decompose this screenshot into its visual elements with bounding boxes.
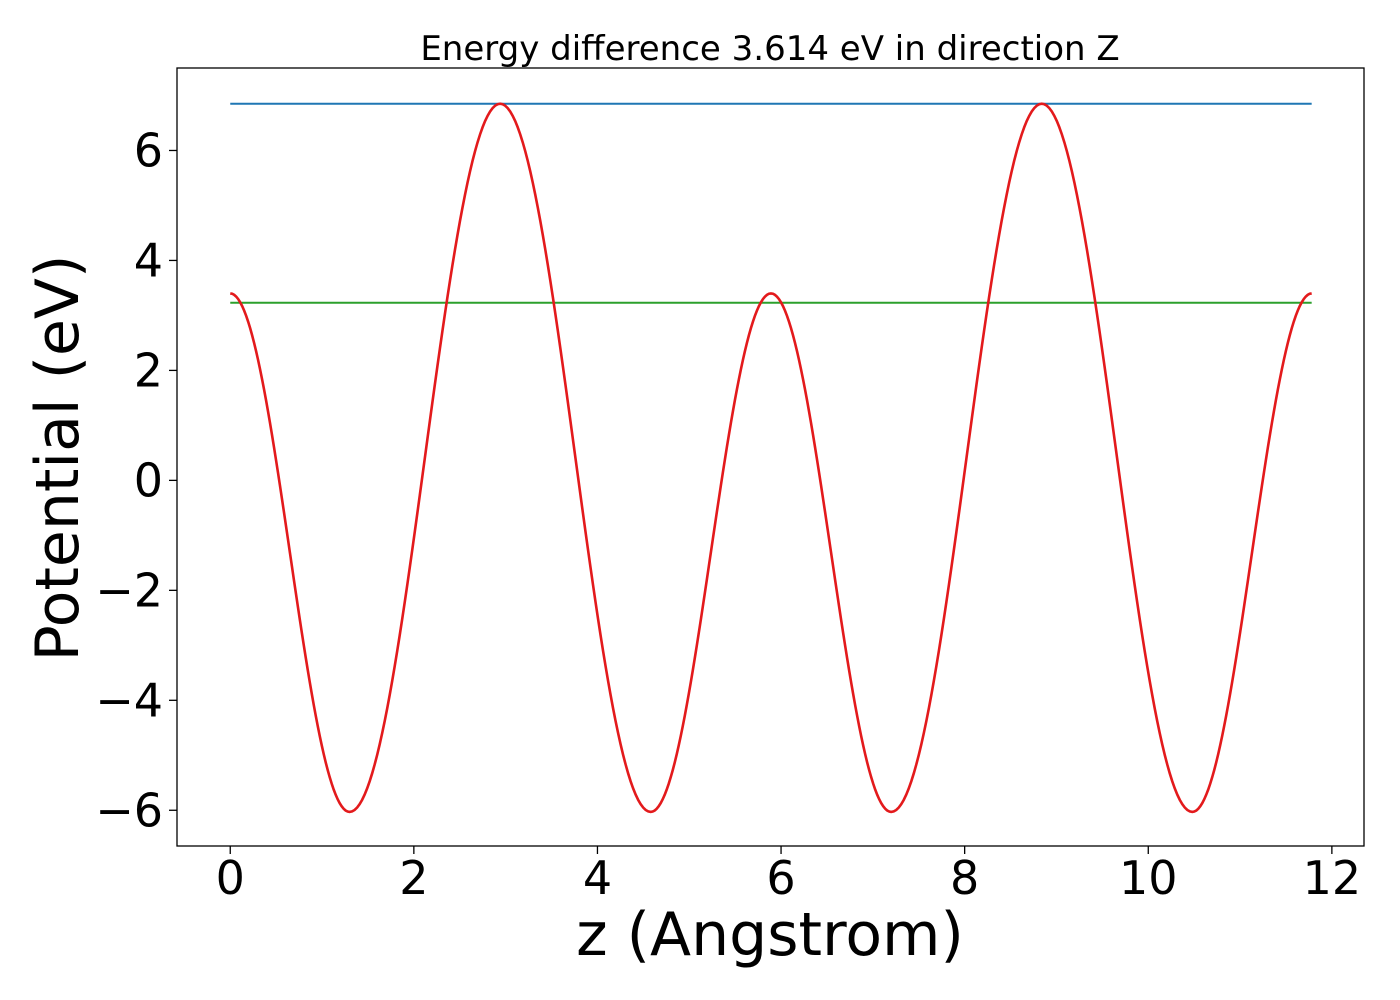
y-tick-label: −4 [95, 673, 163, 727]
x-tick-label: 12 [1303, 851, 1362, 905]
x-tick-label: 8 [950, 851, 979, 905]
y-tick-label: −6 [95, 783, 163, 837]
series-line-2 [230, 102, 1312, 814]
x-tick-label: 10 [1119, 851, 1178, 905]
y-tick-label: −2 [95, 563, 163, 617]
chart-title: Energy difference 3.614 eV in direction … [420, 29, 1119, 69]
y-tick-label: 6 [134, 123, 163, 177]
plot-area [176, 67, 1365, 847]
plot-frame [176, 67, 1365, 847]
x-axis-label: z (Angstrom) [576, 900, 964, 970]
x-tick-label: 4 [583, 851, 612, 905]
x-tick-label: 0 [216, 851, 245, 905]
x-axis-ticks: 0 2 4 6 8 10 12 [216, 846, 1362, 905]
y-tick-label: 2 [134, 343, 163, 397]
x-tick-label: 2 [399, 851, 428, 905]
y-tick-label: 0 [134, 453, 163, 507]
y-axis-ticks: −6 −4 −2 0 2 4 6 [95, 123, 177, 837]
y-axis-label: Potential (eV) [23, 255, 93, 662]
x-tick-label: 6 [766, 851, 795, 905]
y-tick-label: 4 [134, 233, 163, 287]
